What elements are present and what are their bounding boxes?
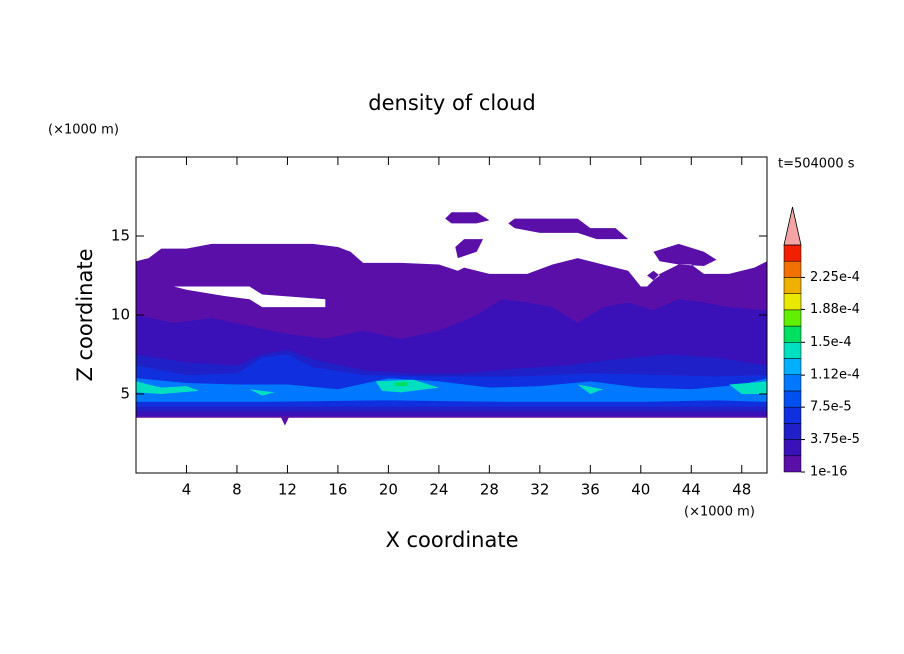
colorbar-over (783, 206, 802, 246)
contour-region (136, 378, 767, 402)
colorbar-box (783, 325, 802, 343)
y-tick-label: 5 (120, 385, 130, 403)
colorbar-box (783, 390, 802, 408)
colorbar-tick-label: 7.5e-5 (810, 400, 852, 415)
colorbar-box (783, 309, 802, 327)
contour-region (394, 381, 408, 387)
plot-area (136, 212, 767, 426)
y-axis-label: Z coordinate (73, 248, 97, 381)
colorbar-box (783, 406, 802, 424)
x-tick-label: 20 (379, 481, 398, 499)
x-tick-label: 44 (682, 481, 701, 499)
x-tick-label: 48 (732, 481, 751, 499)
time-label: t=504000 s (778, 157, 855, 172)
colorbar-box (783, 439, 802, 457)
x-tick-label: 8 (232, 481, 242, 499)
colorbar-box (783, 423, 802, 440)
x-axis-label: X coordinate (385, 528, 518, 552)
colorbar-tick-label: 2.25e-4 (810, 270, 860, 285)
colorbar-box (783, 342, 802, 359)
colorbar-box (783, 374, 802, 392)
colorbar-tick-label: 1.12e-4 (810, 368, 860, 383)
y-unit: (×1000 m) (48, 123, 119, 138)
colorbar-tick-label: 1.88e-4 (810, 302, 860, 317)
x-tick-label: 32 (530, 481, 549, 499)
colorbar-box (783, 293, 802, 311)
colorbar-tick-label: 3.75e-5 (810, 432, 860, 447)
x-tick-label: 12 (278, 481, 297, 499)
colorbar-box (783, 260, 802, 278)
colorbar-box (783, 358, 802, 375)
colorbar-tick-label: 1.5e-4 (810, 335, 852, 350)
x-tick-label: 16 (328, 481, 347, 499)
colorbar-box (783, 455, 802, 473)
colorbar-tick-label: 1e-16 (810, 465, 848, 480)
colorbar-box (783, 277, 802, 294)
chart-title: density of cloud (368, 91, 535, 115)
x-tick-label: 4 (182, 481, 192, 499)
x-unit: (×1000 m) (684, 505, 755, 520)
y-tick-label: 10 (111, 306, 130, 324)
colorbar: 1e-16 3.75e-5 7.5e-5 1.12e-4 1.5e-4 1.88e-4 2.… (783, 206, 860, 480)
y-tick-label: 15 (111, 227, 130, 245)
x-tick-label: 28 (480, 481, 499, 499)
x-tick-label: 40 (631, 481, 650, 499)
x-tick-label: 24 (429, 481, 448, 499)
colorbar-box (783, 244, 802, 262)
x-tick-label: 36 (581, 481, 600, 499)
